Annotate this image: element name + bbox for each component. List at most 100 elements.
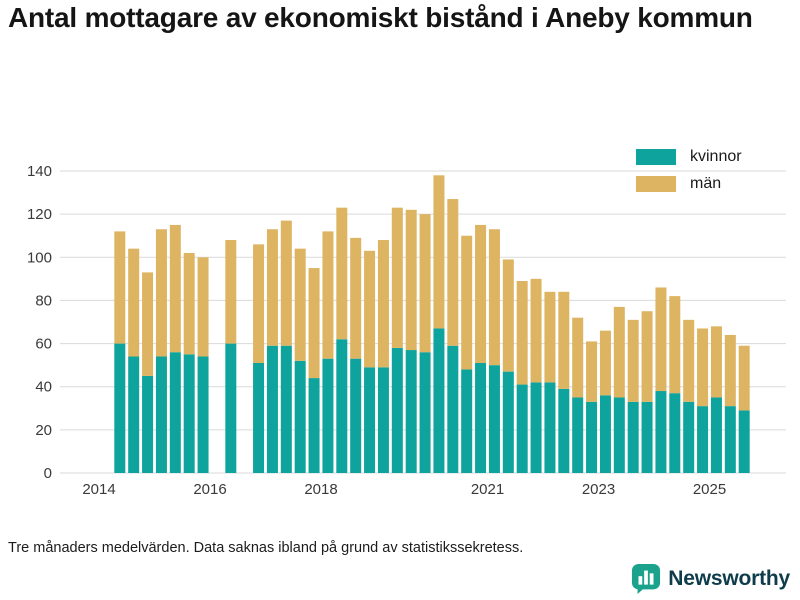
bar-segment-kvinnor [724,406,736,473]
x-tick-label: 2025 [693,481,726,498]
bar-segment-kvinnor [308,378,320,473]
bar-segment-man [669,296,681,394]
bar-segment-kvinnor [169,352,181,473]
bar-segment-kvinnor [599,395,611,473]
bar-segment-kvinnor [155,356,167,473]
bar-segment-man [447,199,459,346]
x-tick-label: 2016 [193,481,226,498]
bar-segment-man [155,229,167,357]
bar-segment-kvinnor [710,397,722,473]
chart-legend: kvinnor män [636,148,742,193]
bar-segment-kvinnor [558,388,570,473]
legend-item-kvinnor: kvinnor [636,148,742,166]
legend-label-kvinnor: kvinnor [690,148,742,165]
bar-segment-man [516,281,528,385]
bar-segment-kvinnor [683,401,695,473]
bar-segment-kvinnor [280,345,292,473]
page-title: Antal mottagare av ekonomiskt bistånd i … [8,2,753,33]
bar-segment-kvinnor [475,362,487,473]
bar-segment-kvinnor [502,371,514,473]
y-tick-label: 140 [27,163,52,180]
y-tick-label: 0 [44,465,52,482]
bar-segment-man [197,257,209,357]
bar-segment-man [128,248,140,357]
bar-segment-man [502,259,514,372]
bar-segment-man [142,272,154,376]
y-tick-label: 60 [35,336,52,353]
bar-segment-kvinnor [433,328,445,473]
bar-segment-man [697,328,709,407]
bar-segment-kvinnor [364,367,376,473]
bar-segment-man [683,319,695,402]
bar-segment-kvinnor [183,354,195,473]
bar-segment-kvinnor [613,397,625,473]
bar-segment-kvinnor [669,393,681,473]
x-tick-label: 2018 [304,481,337,498]
bar-segment-man [322,231,334,359]
bar-segment-man [488,229,500,366]
x-tick-label: 2021 [471,481,504,498]
bar-segment-kvinnor [419,352,431,473]
bar-segment-kvinnor [350,358,362,473]
bar-segment-man [405,209,417,351]
bar-segment-man [586,341,598,402]
bar-segment-man [266,229,278,346]
bar-segment-man [350,237,362,359]
bar-segment-man [253,244,265,363]
bar-segment-man [183,252,195,355]
y-tick-label: 20 [35,422,52,439]
bar-segment-man [294,248,306,361]
brand-name: Newsworthy [668,567,790,590]
bar-segment-man [627,319,639,402]
bar-segment-kvinnor [488,365,500,473]
footnote: Tre månaders medelvärden. Data saknas ib… [8,540,524,556]
bar-segment-kvinnor [641,401,653,473]
bar-segment-man [738,345,750,411]
bar-segment-man [308,268,320,379]
bar-segment-man [572,317,584,398]
bar-segment-kvinnor [586,401,598,473]
bar-segment-kvinnor [544,382,556,473]
bar-segment-man [544,291,556,383]
bar-segment-man [558,291,570,389]
bar-segment-man [613,306,625,398]
bar-segment-kvinnor [266,345,278,473]
bar-segment-kvinnor [197,356,209,473]
bar-segment-man [364,250,376,368]
bar-segment-man [225,240,237,344]
stacked-bar-chart: 0 20 40 60 80 100 120 140 2014 2016 2018 2021 2023 20… [27,163,786,498]
bar-segment-man [655,287,667,392]
bar-segment-kvinnor [572,397,584,473]
bar-segment-man [391,207,403,348]
bar-segment-man [114,231,126,344]
bar-segment-kvinnor [447,345,459,473]
bar-segment-kvinnor [655,391,667,473]
man-swatch [636,176,676,192]
y-tick-label: 40 [35,379,52,396]
bar-segment-kvinnor [461,369,473,473]
bar-segment-kvinnor [128,356,140,473]
bar-segment-kvinnor [142,375,154,473]
bar-segment-kvinnor [294,360,306,473]
legend-item-man: män [636,175,742,193]
bar-segment-man [280,220,292,346]
bar-segment-kvinnor [738,410,750,473]
bar-segment-man [377,240,389,368]
y-tick-label: 80 [35,292,52,309]
bar-segment-kvinnor [322,358,334,473]
bar-segment-kvinnor [377,367,389,473]
bar-segment-man [475,224,487,363]
bar-segment-kvinnor [336,339,348,473]
kvinnor-swatch [636,149,676,165]
y-tick-label: 120 [27,206,52,223]
bar-segment-kvinnor [225,343,237,473]
bar-segment-man [433,175,445,329]
bar-segment-man [710,326,722,398]
y-tick-label: 100 [27,249,52,266]
bar-segment-kvinnor [697,406,709,473]
bar-segment-kvinnor [530,382,542,473]
bar-segment-man [419,214,431,353]
bar-segment-man [724,334,736,407]
bar-segment-kvinnor [391,347,403,473]
